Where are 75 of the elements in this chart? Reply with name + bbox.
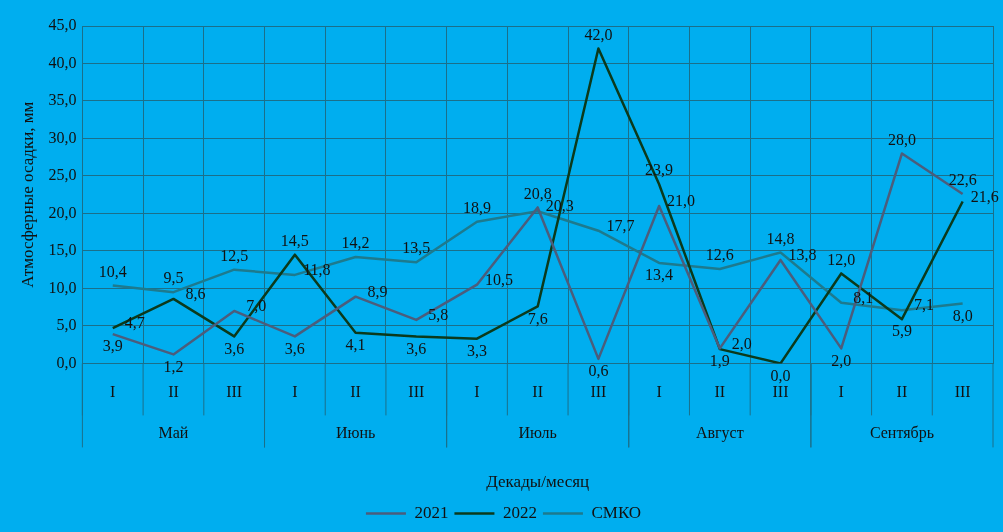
legend-label: СМКО [591, 502, 642, 522]
data-label: 13,4 [645, 266, 674, 284]
data-label: 5,8 [428, 306, 449, 324]
y-tick-label: 5,0 [56, 316, 77, 334]
y-tick-label: 45,0 [48, 16, 77, 34]
data-label: 7,1 [913, 296, 934, 314]
data-label: 0,6 [588, 362, 609, 380]
data-label: 7,6 [527, 309, 548, 327]
x-tick-label: III [954, 383, 971, 401]
x-tick-label: II [896, 383, 908, 401]
data-label: 3,6 [284, 339, 305, 357]
text: Май [158, 423, 189, 441]
data-label: 21,6 [970, 187, 999, 205]
x-tick-label: II [168, 383, 179, 401]
data-label: 10,4 [98, 262, 127, 280]
data-label: 13,8 [788, 246, 817, 264]
data-label: 12,6 [705, 246, 734, 264]
x-tick-label: I [474, 383, 480, 401]
data-label: 14,2 [341, 234, 370, 252]
x-tick-label: I [656, 383, 662, 401]
x-tick-label: I [292, 383, 298, 401]
x-axis-title: Декады/месяц [486, 472, 590, 492]
x-tick-label: III [590, 383, 607, 401]
data-label: 8,0 [952, 306, 973, 324]
data-label: 4,1 [345, 335, 366, 353]
y-tick-label: 0,0 [56, 353, 77, 371]
data-label: 12,0 [827, 250, 856, 268]
data-label: 22,6 [948, 171, 977, 189]
data-label: 9,5 [163, 269, 184, 287]
data-label: 3,6 [224, 339, 245, 357]
x-tick-label: III [408, 383, 425, 401]
data-label: 21,0 [667, 192, 696, 210]
data-label: 17,7 [606, 216, 635, 234]
y-tick-label: 25,0 [48, 166, 77, 184]
data-label: 5,9 [891, 322, 912, 340]
data-label: 14,5 [280, 231, 309, 249]
text: Июль [518, 423, 557, 441]
y-tick-label: 40,0 [48, 53, 77, 71]
text: Сентябрь [869, 423, 934, 442]
y-tick-label: 20,0 [48, 203, 77, 221]
data-label: 8,9 [367, 282, 388, 300]
data-label: 2,0 [731, 334, 752, 352]
data-label: 8,1 [853, 288, 874, 306]
x-tick-label: II [350, 383, 361, 401]
data-label: 28,0 [887, 130, 916, 148]
y-tick-label: 15,0 [48, 241, 77, 259]
text: Июнь [335, 423, 376, 441]
data-label: 0,0 [770, 366, 791, 384]
x-tick-label: I [110, 383, 116, 401]
y-tick-label: 35,0 [48, 91, 77, 109]
data-label: 3,9 [102, 337, 123, 355]
x-tick-label: III [226, 383, 243, 401]
data-label: 2,0 [831, 351, 852, 369]
data-label: 4,7 [124, 314, 145, 332]
data-label: 13,5 [402, 239, 431, 257]
data-label: 1,2 [163, 357, 184, 375]
data-label: 14,8 [766, 229, 795, 247]
y-axis-title: Атмосферные осадки, мм [17, 101, 37, 288]
x-tick-label: II [532, 383, 544, 401]
data-label: 3,6 [406, 339, 427, 357]
text: Август [695, 423, 744, 442]
legend-label: 2022 [502, 502, 537, 522]
data-label: 42,0 [584, 25, 613, 43]
x-tick-label: III [772, 383, 789, 401]
x-tick-label: II [714, 383, 726, 401]
data-label: 18,9 [462, 198, 491, 216]
y-tick-label: 10,0 [48, 278, 77, 296]
x-tick-label: I [838, 383, 844, 401]
data-label: 3,3 [466, 341, 487, 359]
y-tick-label: 30,0 [48, 128, 77, 146]
legend-label: 2021 [414, 502, 449, 522]
data-label: 10,5 [484, 270, 513, 288]
data-label: 12,5 [220, 246, 249, 264]
data-label: 1,9 [709, 352, 730, 370]
data-label: 8,6 [185, 285, 206, 303]
